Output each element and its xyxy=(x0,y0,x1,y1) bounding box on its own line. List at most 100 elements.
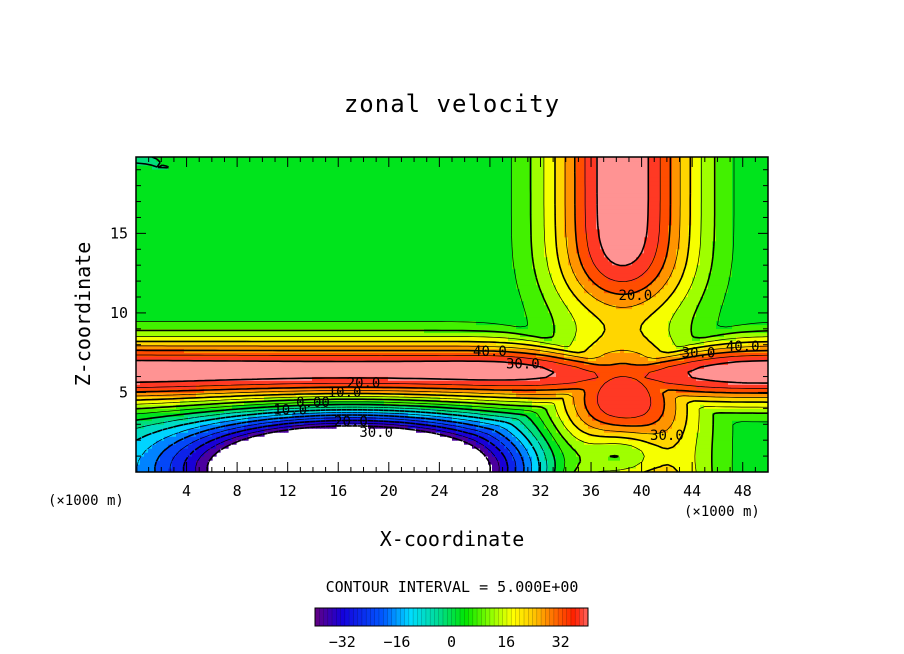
field-cell xyxy=(408,180,413,186)
field-cell xyxy=(400,380,405,385)
field-cell xyxy=(344,236,349,242)
field-cell xyxy=(252,232,257,238)
field-cell xyxy=(396,296,401,302)
field-cell xyxy=(368,352,373,357)
field-cell xyxy=(136,248,141,254)
field-cell xyxy=(300,180,305,186)
field-cell xyxy=(384,372,389,377)
field-cell xyxy=(384,304,389,310)
field-cell xyxy=(136,276,141,282)
field-cell xyxy=(400,184,405,190)
field-cell xyxy=(212,268,217,274)
field-cell xyxy=(344,360,349,365)
field-cell xyxy=(324,272,329,278)
field-cell xyxy=(320,252,325,258)
field-cell xyxy=(320,216,325,222)
field-cell xyxy=(144,264,149,270)
field-cell xyxy=(396,292,401,298)
field-cell xyxy=(264,232,269,238)
field-cell xyxy=(308,384,313,389)
field-cell xyxy=(272,344,277,349)
field-cell xyxy=(268,268,273,274)
field-cell xyxy=(228,256,233,262)
field-cell xyxy=(344,192,349,198)
field-cell xyxy=(176,264,181,270)
field-cell xyxy=(280,412,285,417)
field-cell xyxy=(276,416,281,421)
field-cell xyxy=(408,316,413,322)
field-cell xyxy=(160,188,165,194)
field-cell xyxy=(316,224,321,230)
field-cell xyxy=(288,157,293,162)
field-cell xyxy=(204,176,209,182)
field-cell xyxy=(288,344,293,349)
field-cell xyxy=(376,192,381,198)
field-cell xyxy=(208,316,213,322)
field-cell xyxy=(344,240,349,246)
field-cell xyxy=(232,344,237,349)
field-cell xyxy=(192,380,197,385)
field-cell xyxy=(396,252,401,258)
field-cell xyxy=(292,264,297,270)
field-cell xyxy=(276,340,281,346)
field-cell xyxy=(136,157,141,162)
field-cell xyxy=(360,284,365,290)
field-cell xyxy=(168,172,173,178)
field-cell xyxy=(316,344,321,349)
field-cell xyxy=(400,324,405,330)
field-cell xyxy=(212,400,217,405)
field-cell xyxy=(284,256,289,262)
field-cell xyxy=(332,212,337,218)
field-cell xyxy=(400,228,405,234)
field-cell xyxy=(372,172,377,178)
field-cell xyxy=(244,284,249,290)
field-cell xyxy=(348,372,353,377)
field-cell xyxy=(368,332,373,338)
field-cell xyxy=(312,280,317,286)
field-cell xyxy=(380,396,385,401)
field-cell xyxy=(288,228,293,234)
field-cell xyxy=(176,312,181,318)
field-cell xyxy=(380,356,385,361)
field-cell xyxy=(396,216,401,222)
field-cell xyxy=(336,184,341,190)
field-cell xyxy=(372,240,377,246)
field-cell xyxy=(136,188,141,194)
field-cell xyxy=(204,244,209,250)
field-cell xyxy=(184,280,189,286)
field-cell xyxy=(352,184,357,190)
field-cell xyxy=(288,180,293,186)
field-cell xyxy=(356,196,361,202)
field-cell xyxy=(176,164,181,170)
field-cell xyxy=(288,268,293,274)
field-cell xyxy=(180,192,185,198)
field-cell xyxy=(336,312,341,318)
field-cell xyxy=(204,464,209,469)
field-cell xyxy=(312,216,317,222)
field-cell xyxy=(328,340,333,346)
field-cell xyxy=(348,244,353,250)
field-cell xyxy=(196,444,201,449)
field-cell xyxy=(264,248,269,254)
field-cell xyxy=(260,336,265,342)
field-cell xyxy=(280,364,285,369)
field-cell xyxy=(192,372,197,377)
field-cell xyxy=(332,272,337,278)
field-cell xyxy=(180,264,185,270)
field-cell xyxy=(372,204,377,210)
field-cell xyxy=(288,276,293,282)
field-cell xyxy=(376,316,381,322)
field-cell xyxy=(404,384,409,389)
field-cell xyxy=(192,228,197,234)
field-cell xyxy=(328,216,333,222)
field-cell xyxy=(328,292,333,298)
field-cell xyxy=(328,320,333,326)
field-cell xyxy=(184,276,189,282)
field-cell xyxy=(180,280,185,286)
field-cell xyxy=(360,224,365,230)
field-cell xyxy=(340,264,345,270)
field-cell xyxy=(204,460,209,465)
field-cell xyxy=(404,284,409,290)
field-cell xyxy=(316,196,321,202)
field-cell xyxy=(284,192,289,198)
